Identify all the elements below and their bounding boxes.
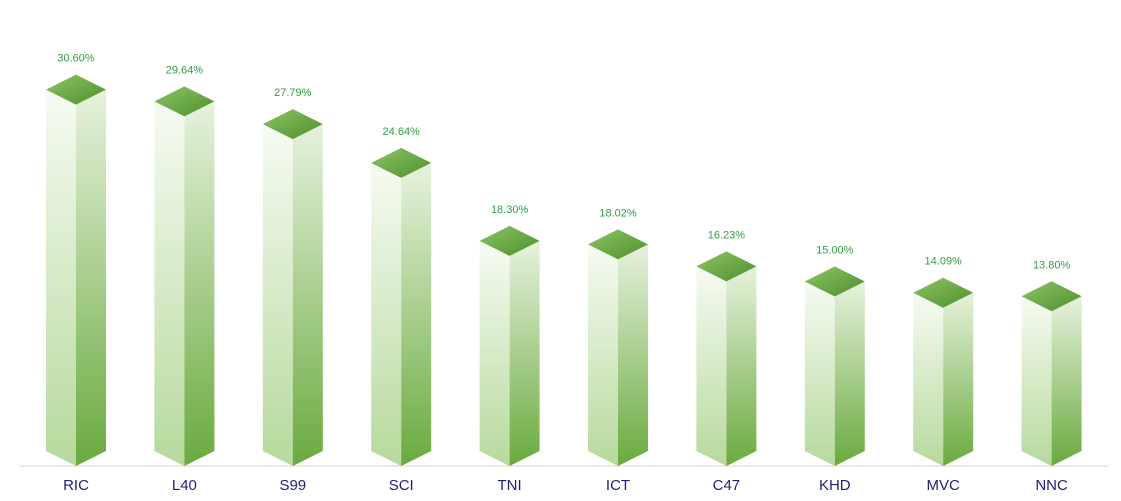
bar-left-face: [479, 240, 510, 466]
bar-top: [696, 251, 757, 282]
x-tick-label: TNI: [498, 477, 522, 494]
x-tick-label: S99: [279, 477, 306, 494]
bar: [154, 86, 215, 466]
x-tick-label: SCI: [389, 477, 414, 494]
bar-right-face: [401, 162, 432, 467]
value-label: 30.60%: [57, 53, 95, 65]
bar-left-face: [804, 281, 835, 466]
bar-top: [154, 86, 215, 117]
value-label: 27.79%: [274, 87, 312, 99]
x-tick-label: RIC: [63, 477, 89, 494]
x-tick-label: MVC: [927, 477, 961, 494]
bar: [1021, 281, 1082, 466]
x-tick-label: L40: [172, 477, 197, 494]
bar-right-face: [1051, 296, 1082, 466]
bar-top: [804, 266, 865, 297]
bar-top: [479, 225, 540, 256]
value-label: 18.30%: [491, 204, 529, 216]
bar-right-face: [292, 124, 323, 467]
bar-left-face: [696, 266, 727, 466]
bar: [46, 74, 106, 467]
bar: [371, 147, 432, 467]
bar-left-face: [1021, 296, 1052, 466]
bar-right-face: [618, 244, 648, 466]
value-label: 15.00%: [816, 245, 854, 257]
bar-right-face: [76, 89, 106, 467]
bar: [696, 251, 757, 466]
bar: [804, 266, 865, 466]
bar-left-face: [371, 162, 402, 467]
x-tick-label: ICT: [606, 477, 630, 494]
bar-right-face: [184, 101, 215, 466]
bar-top: [1021, 281, 1082, 312]
value-label: 13.80%: [1033, 259, 1071, 271]
bar-top: [371, 147, 432, 178]
bar-top: [46, 74, 106, 105]
x-tick-label: KHD: [819, 477, 851, 494]
bar-right-face: [834, 281, 865, 466]
bar-top: [913, 277, 974, 308]
bar-left-face: [262, 124, 293, 467]
value-label: 14.09%: [925, 256, 963, 268]
bar-top: [262, 109, 323, 140]
value-label: 29.64%: [166, 64, 204, 76]
value-label: 18.02%: [599, 207, 637, 219]
bar-left-face: [913, 292, 944, 466]
bar: [479, 225, 540, 466]
bar-left-face: [46, 89, 76, 467]
bar-right-face: [726, 266, 757, 466]
bar: [913, 277, 974, 466]
value-label: 16.23%: [708, 229, 746, 241]
bar-top: [588, 229, 648, 260]
bar-right-face: [509, 240, 540, 466]
x-tick-label: NNC: [1035, 477, 1068, 494]
bar-left-face: [154, 101, 185, 466]
x-tick-label: C47: [713, 477, 741, 494]
bar-right-face: [943, 292, 974, 466]
bar-left-face: [588, 244, 618, 466]
bar: [262, 109, 323, 467]
value-label: 24.64%: [383, 126, 421, 138]
bar: [588, 229, 648, 466]
